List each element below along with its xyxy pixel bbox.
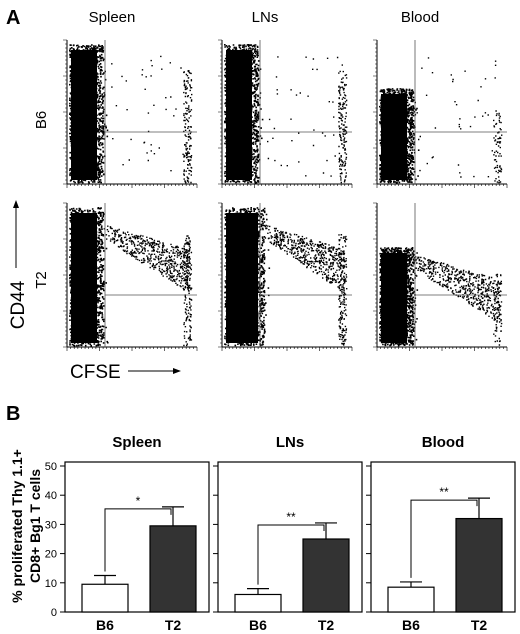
- right-edge-population: [338, 234, 348, 346]
- bar-chart-title: LNs: [276, 434, 304, 451]
- cd44-arrow-head: [13, 200, 19, 208]
- significance-marker: **: [286, 510, 296, 524]
- col-label-lns: LNs: [252, 9, 279, 26]
- x-category-label: T2: [318, 617, 335, 633]
- y-tick-label: 10: [45, 578, 57, 590]
- x-category-label: B6: [96, 617, 114, 633]
- plot-axis-ticks: [373, 39, 508, 188]
- x-axis-label-cfse: CFSE: [70, 362, 121, 383]
- bar-t2: [302, 538, 350, 613]
- bar-chart-group: Spleen 0 10 20 30 40 50 B6 T2 * LNs B6 T2 ** Blood B6 T2…: [45, 434, 516, 633]
- y-axis-label-cd44: CD44: [8, 280, 29, 329]
- y-tick-label: 40: [45, 490, 57, 502]
- flow-plot-t2-blood: [373, 202, 508, 351]
- flow-plot-t2-spleen: [63, 202, 198, 351]
- bar-b6: [387, 586, 435, 613]
- bar-chart-frame: [217, 461, 363, 613]
- cfse-arrow-head: [173, 368, 181, 374]
- bar-chart-frame: [370, 461, 516, 613]
- significance-bracket: [257, 524, 325, 585]
- col-label-spleen: Spleen: [89, 9, 136, 26]
- significance-marker: *: [136, 494, 141, 508]
- divided-cells: [413, 256, 501, 323]
- divided-cells: [103, 225, 191, 292]
- x-category-label: T2: [165, 617, 182, 633]
- x-category-label: T2: [471, 617, 488, 633]
- y-tick-label: 50: [45, 461, 57, 473]
- bar-b6: [81, 583, 129, 613]
- panel-b-ylabel-line2: CD8+ Bg1 T cells: [27, 469, 43, 583]
- y-tick-label: 0: [51, 607, 57, 619]
- y-tick-label: 20: [45, 549, 57, 561]
- bar-chart-lns: LNs B6 T2 **: [213, 434, 363, 633]
- undivided-population-core: [71, 50, 97, 180]
- panel-b-letter: B: [6, 403, 20, 425]
- bar-t2: [455, 517, 503, 613]
- flow-plot-grid: [63, 39, 508, 351]
- flow-plot-t2-lns: [218, 202, 353, 351]
- flow-plot-b6-spleen: [63, 39, 198, 188]
- bar-chart-title: Spleen: [112, 434, 161, 451]
- panel-a-letter: A: [6, 7, 20, 29]
- significance-bracket: [104, 508, 172, 572]
- plot-axis-ticks: [63, 39, 198, 188]
- undivided-population-core: [226, 213, 258, 343]
- significance-bracket: [410, 499, 478, 578]
- plot-axis-ticks: [218, 39, 353, 188]
- divided-cells: [267, 56, 343, 177]
- significance-marker: **: [439, 485, 449, 499]
- undivided-population-core: [381, 94, 407, 180]
- right-edge-population: [183, 70, 193, 184]
- plot-axis-ticks: [63, 202, 198, 351]
- right-edge-population: [493, 110, 503, 184]
- divided-cells: [103, 55, 184, 172]
- undivided-population-core: [71, 213, 97, 343]
- row-label-b6: B6: [33, 111, 50, 129]
- right-edge-population: [338, 70, 348, 184]
- col-label-blood: Blood: [401, 9, 439, 26]
- y-tick-label: 30: [45, 519, 57, 531]
- bar-chart-spleen: Spleen 0 10 20 30 40 50 B6 T2 *: [45, 434, 210, 633]
- divided-cells: [415, 57, 497, 178]
- divided-cells: [264, 224, 346, 295]
- panel-b-ylabel-line1: % proliferated Thy 1.1+: [9, 449, 25, 603]
- bar-chart-blood: Blood B6 T2 **: [366, 434, 516, 633]
- undivided-population-core: [381, 253, 407, 343]
- bar-b6: [234, 593, 282, 613]
- flow-plot-b6-lns: [218, 39, 353, 188]
- flow-plot-b6-blood: [373, 39, 508, 188]
- bar-chart-frame: [64, 461, 210, 613]
- x-category-label: B6: [402, 617, 420, 633]
- row-label-t2: T2: [33, 271, 50, 289]
- bar-chart-title: Blood: [422, 434, 465, 451]
- plot-axis-ticks: [373, 202, 508, 351]
- x-category-label: B6: [249, 617, 267, 633]
- bar-t2: [149, 525, 197, 613]
- undivided-population-core: [226, 50, 252, 180]
- plot-axis-ticks: [218, 202, 353, 351]
